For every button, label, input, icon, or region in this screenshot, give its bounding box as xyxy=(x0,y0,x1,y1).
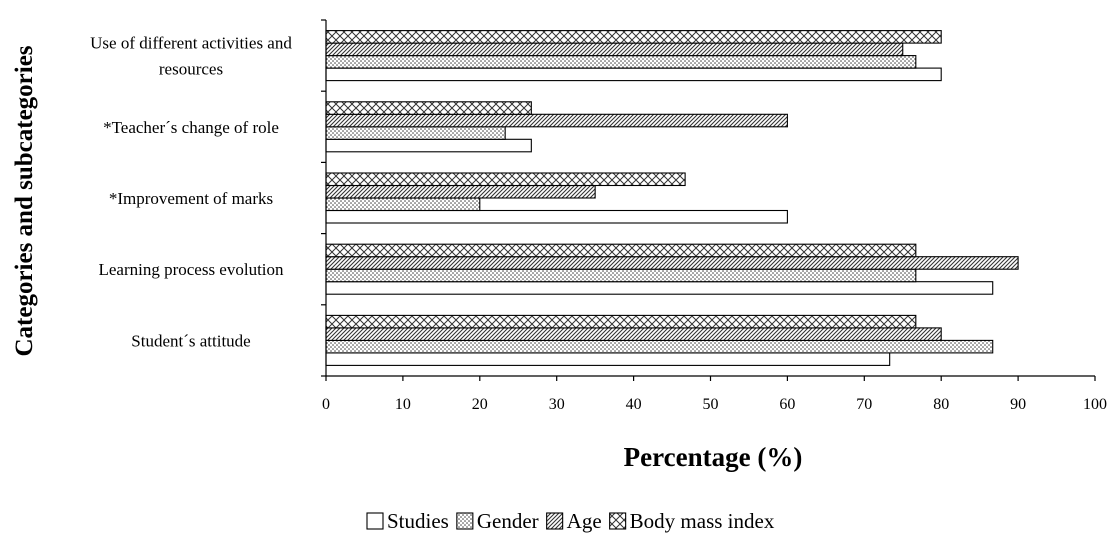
bar-body-mass-index xyxy=(325,314,917,329)
x-tick-label: 60 xyxy=(779,396,795,413)
bar-gender xyxy=(325,197,481,212)
category-label: *Teacher´s change of role xyxy=(103,118,279,137)
bar-gender xyxy=(325,55,917,69)
category-label-line: Student´s attitude xyxy=(131,331,250,350)
x-tick-label: 50 xyxy=(703,396,719,413)
bar-studies xyxy=(325,281,994,295)
bar-age xyxy=(325,113,788,128)
bar-studies xyxy=(325,67,942,82)
bar-body-mass-index xyxy=(325,30,942,44)
category-label: Use of different activities and resources xyxy=(90,34,292,79)
x-tick-label: 100 xyxy=(1083,396,1107,413)
category-label-line: Learning process evolution xyxy=(98,260,284,279)
bar-age xyxy=(325,184,596,199)
category-label: Learning process evolution xyxy=(98,260,284,279)
legend-age-label: Age xyxy=(567,509,602,533)
legend-body-mass-index-swatch xyxy=(609,512,627,530)
category-label: Student´s attitude xyxy=(131,331,250,350)
x-tick-label: 90 xyxy=(1010,396,1026,413)
bar-body-mass-index xyxy=(325,243,917,258)
bar-gender xyxy=(325,126,506,140)
legend-body-mass-index-label: Body mass index xyxy=(630,509,775,533)
category-label-line: Use of different activities and xyxy=(90,34,292,53)
category-label: *Improvement of marks xyxy=(109,189,273,208)
bar-studies xyxy=(325,352,891,366)
x-tick-label: 40 xyxy=(626,396,642,413)
legend-age-swatch xyxy=(546,512,564,530)
legend-studies-label: Studies xyxy=(387,509,449,533)
x-tick-label: 20 xyxy=(472,396,488,413)
bar-body-mass-index xyxy=(325,172,686,187)
legend-gender-label: Gender xyxy=(477,509,539,533)
category-label-line: *Improvement of marks xyxy=(109,189,273,208)
bar-gender xyxy=(325,268,917,283)
x-tick-label: 80 xyxy=(933,396,949,413)
x-axis-title: Percentage (%) xyxy=(624,442,803,472)
legend-studies-swatch xyxy=(366,512,384,530)
bar-studies xyxy=(325,138,532,153)
bar-gender xyxy=(325,339,994,354)
category-label-line: *Teacher´s change of role xyxy=(103,118,279,137)
bar-age xyxy=(325,42,904,57)
bar-studies xyxy=(325,209,788,224)
category-label-line: resources xyxy=(159,60,223,79)
bar-body-mass-index xyxy=(325,101,532,115)
y-axis-title: Categories and subcategories xyxy=(11,45,38,356)
bar-age xyxy=(325,327,942,341)
legend: Studies Gender Age Body mass index xyxy=(366,509,775,533)
legend-gender-swatch xyxy=(456,512,474,530)
x-tick-label: 0 xyxy=(322,396,330,413)
x-tick-label: 10 xyxy=(395,396,411,413)
bar-age xyxy=(325,256,1019,270)
x-tick-label: 70 xyxy=(856,396,872,413)
x-tick-label: 30 xyxy=(549,396,565,413)
